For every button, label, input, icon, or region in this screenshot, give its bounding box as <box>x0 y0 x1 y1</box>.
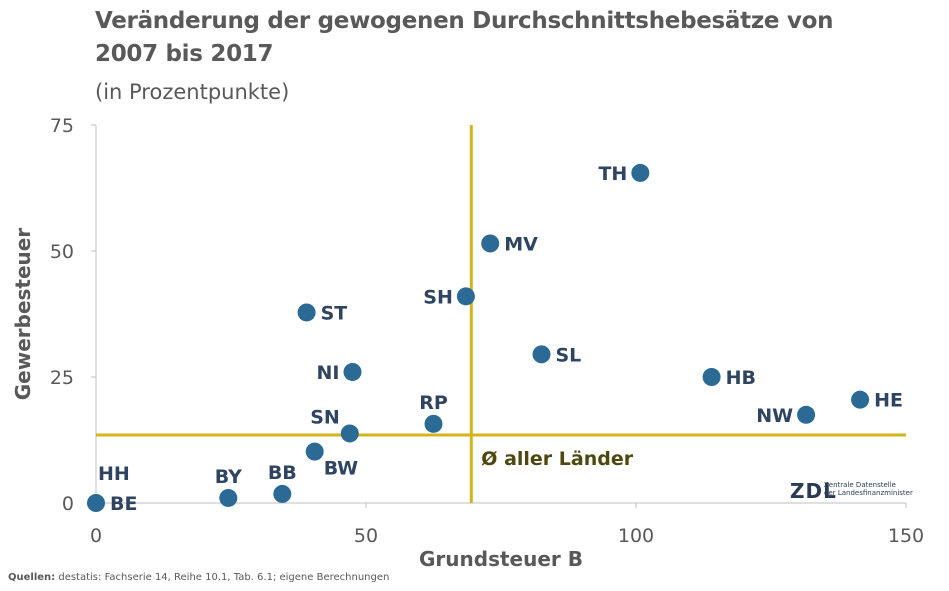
x-tick-label: 50 <box>354 525 378 547</box>
point-label: MV <box>504 233 538 255</box>
data-point <box>424 414 443 433</box>
point-label: SL <box>556 344 582 366</box>
x-tick-label: 150 <box>888 525 924 547</box>
logo-line-2: der Landesfinanzminister <box>824 489 913 497</box>
point-label: TH <box>598 163 627 185</box>
point-label: BY <box>215 466 242 488</box>
data-point <box>343 362 362 381</box>
point-labels: TH MV SH ST SL NI HB HE NW RP SN BW BB BY HH BE <box>98 163 903 515</box>
data-point <box>797 405 816 424</box>
data-point <box>481 234 500 253</box>
data-point <box>340 424 359 443</box>
data-point <box>273 484 292 503</box>
logo-line-1: Zentrale Datenstelle <box>824 481 896 489</box>
y-axis-title: Gewerbesteuer <box>11 228 35 401</box>
point-label: BB <box>268 462 297 484</box>
point-label: ST <box>321 302 348 324</box>
data-point <box>87 494 105 512</box>
average-reference-lines <box>96 125 906 503</box>
source-prefix: Quellen: <box>8 572 56 583</box>
data-point <box>219 488 238 507</box>
x-tick-label: 0 <box>90 525 102 547</box>
point-label: BW <box>324 458 358 480</box>
point-label: HB <box>726 367 756 389</box>
x-axis-title: Grundsteuer B <box>419 547 583 571</box>
point-label: BE <box>110 493 137 515</box>
point-label: NW <box>756 405 793 427</box>
source-note: Quellen: destatis: Fachserie 14, Reihe 1… <box>8 572 389 583</box>
logo-mark: ZDL <box>790 479 837 503</box>
source-text: destatis: Fachserie 14, Reihe 10.1, Tab.… <box>55 572 390 583</box>
point-label: HH <box>98 463 130 485</box>
average-label: Ø aller Länder <box>481 448 633 470</box>
data-point <box>532 345 551 364</box>
y-tick-label: 75 <box>50 115 74 137</box>
logo-text: Zentrale Datenstelle der Landesfinanzmin… <box>824 481 913 497</box>
point-label: HE <box>874 390 903 412</box>
data-point <box>456 287 475 306</box>
x-tick-label: 100 <box>618 525 654 547</box>
point-label: RP <box>419 392 448 414</box>
chart-subtitle: (in Prozentpunkte) <box>95 80 290 104</box>
point-label: SN <box>310 406 340 428</box>
chart-title-line-1: Veränderung der gewogenen Durchschnittsh… <box>95 8 834 34</box>
y-tick-label: 0 <box>62 493 74 515</box>
data-points <box>87 163 870 512</box>
data-point <box>305 442 324 461</box>
point-label: NI <box>317 362 340 384</box>
y-tick-label: 50 <box>50 241 74 263</box>
data-point <box>702 368 721 386</box>
point-label: SH <box>423 286 453 308</box>
zdl-logo: ZDL Zentrale Datenstelle der Landesfinan… <box>790 478 940 503</box>
chart-title-line-2: 2007 bis 2017 <box>95 41 274 67</box>
y-tick-label: 25 <box>50 367 74 389</box>
data-point <box>297 303 316 322</box>
data-point <box>631 163 650 182</box>
data-point <box>851 390 870 409</box>
